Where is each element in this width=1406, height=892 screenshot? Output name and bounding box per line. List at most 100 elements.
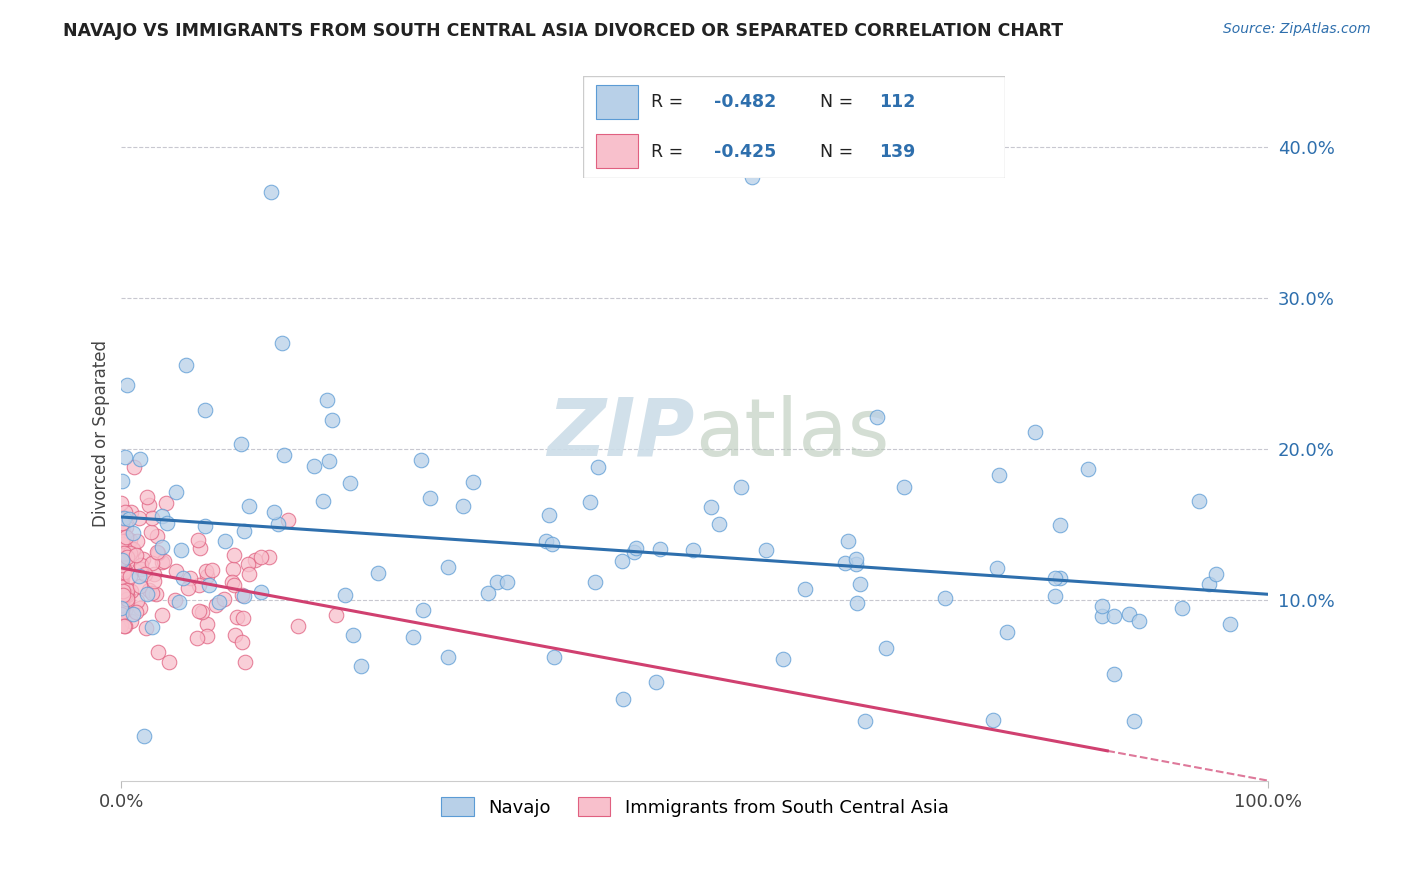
Point <box>114 588 136 602</box>
Text: NAVAJO VS IMMIGRANTS FROM SOUTH CENTRAL ASIA DIVORCED OR SEPARATED CORRELATION C: NAVAJO VS IMMIGRANTS FROM SOUTH CENTRAL … <box>63 22 1063 40</box>
Point <box>257 550 280 565</box>
Point <box>110 552 132 566</box>
Point <box>224 628 246 642</box>
Point <box>583 574 606 589</box>
Point <box>1188 494 1211 508</box>
Point <box>111 588 134 602</box>
Point <box>537 508 560 523</box>
Point <box>229 437 252 451</box>
Point <box>118 569 141 583</box>
Point <box>120 533 142 548</box>
Point <box>111 551 134 566</box>
Point <box>112 599 135 613</box>
Point <box>834 556 856 570</box>
Point <box>623 545 645 559</box>
Point <box>266 516 288 531</box>
FancyBboxPatch shape <box>596 135 638 168</box>
Point <box>853 714 876 728</box>
Point <box>111 597 134 611</box>
Point <box>187 577 209 591</box>
Point <box>128 579 150 593</box>
Point <box>179 571 201 585</box>
Text: ZIP: ZIP <box>547 394 695 473</box>
Point <box>195 569 218 583</box>
Point <box>541 537 564 551</box>
Point <box>112 619 135 633</box>
Text: -0.482: -0.482 <box>714 93 776 111</box>
Point <box>110 555 132 569</box>
Point <box>111 556 134 570</box>
Point <box>112 565 135 579</box>
Point <box>111 516 134 531</box>
Point <box>111 524 134 539</box>
Point <box>131 558 153 572</box>
Point <box>143 574 166 589</box>
Point <box>579 495 602 509</box>
Point <box>110 601 132 615</box>
Point <box>208 595 231 609</box>
Point <box>114 603 136 617</box>
Point <box>191 605 214 619</box>
Point <box>263 505 285 519</box>
Point <box>111 584 134 599</box>
Point <box>194 403 217 417</box>
Point <box>111 567 134 582</box>
Point <box>543 650 565 665</box>
Point <box>645 675 668 690</box>
Point <box>120 546 142 560</box>
Point <box>155 496 177 510</box>
Point <box>205 598 228 612</box>
Point <box>120 584 142 599</box>
Point <box>143 567 166 582</box>
Point <box>624 541 647 556</box>
Point <box>325 608 347 623</box>
Point <box>350 659 373 673</box>
Point <box>128 511 150 525</box>
Text: R =: R = <box>651 93 683 111</box>
Point <box>132 552 155 566</box>
Point <box>226 609 249 624</box>
Point <box>197 578 219 592</box>
Point <box>772 652 794 666</box>
Text: 112: 112 <box>879 93 915 111</box>
Point <box>110 556 132 570</box>
Point <box>120 550 142 565</box>
Point <box>115 593 138 607</box>
Point <box>111 572 134 586</box>
Point <box>110 553 132 567</box>
Point <box>139 525 162 540</box>
Point <box>111 555 134 569</box>
Point <box>136 587 159 601</box>
Point <box>707 516 730 531</box>
Point <box>125 605 148 619</box>
Point <box>174 358 197 372</box>
Point <box>187 533 209 547</box>
Point <box>115 555 138 569</box>
Point <box>321 413 343 427</box>
Point <box>995 624 1018 639</box>
Point <box>186 631 208 645</box>
Point <box>163 593 186 607</box>
Point <box>121 543 143 558</box>
Point <box>1045 571 1067 585</box>
Point <box>222 549 245 563</box>
Point <box>238 567 260 582</box>
Point <box>110 528 132 542</box>
Point <box>110 607 132 621</box>
Point <box>114 505 136 519</box>
Point <box>195 617 218 632</box>
Point <box>187 604 209 618</box>
Point <box>146 529 169 543</box>
Point <box>117 550 139 565</box>
Point <box>115 377 138 392</box>
Point <box>111 529 134 543</box>
Point <box>125 548 148 562</box>
Point <box>986 561 1008 575</box>
Y-axis label: Divorced or Separated: Divorced or Separated <box>93 340 110 527</box>
Point <box>194 519 217 533</box>
Point <box>333 588 356 602</box>
Point <box>129 451 152 466</box>
Point <box>118 512 141 526</box>
Point <box>148 645 170 659</box>
Point <box>112 562 135 576</box>
